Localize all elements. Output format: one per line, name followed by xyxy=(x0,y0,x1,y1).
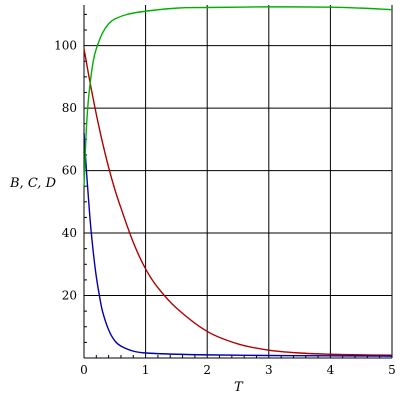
x-tick-label-5: 5 xyxy=(388,363,396,377)
x-axis-label: T xyxy=(234,380,244,395)
axes xyxy=(83,5,392,359)
y-tick-label-3: 80 xyxy=(62,101,77,115)
x-tick-label-0: 0 xyxy=(80,363,88,377)
x-tick-label-4: 4 xyxy=(327,363,335,377)
x-tick-label-2: 2 xyxy=(203,363,211,377)
tick-labels: 0 1 2 3 4 5 20 40 60 80 100 xyxy=(54,39,396,377)
series-line-2 xyxy=(83,6,393,187)
series-line-1 xyxy=(83,133,393,357)
series-line-0 xyxy=(83,48,393,356)
grid xyxy=(84,5,393,358)
x-tick-label-3: 3 xyxy=(265,363,273,377)
series xyxy=(83,6,393,357)
y-axis-label: B, C, D xyxy=(9,176,57,191)
y-tick-label-4: 100 xyxy=(54,39,77,53)
x-tick-label-1: 1 xyxy=(142,363,150,377)
y-tick-label-0: 20 xyxy=(62,289,77,303)
y-tick-label-2: 60 xyxy=(62,164,77,178)
y-tick-label-1: 40 xyxy=(62,226,77,240)
